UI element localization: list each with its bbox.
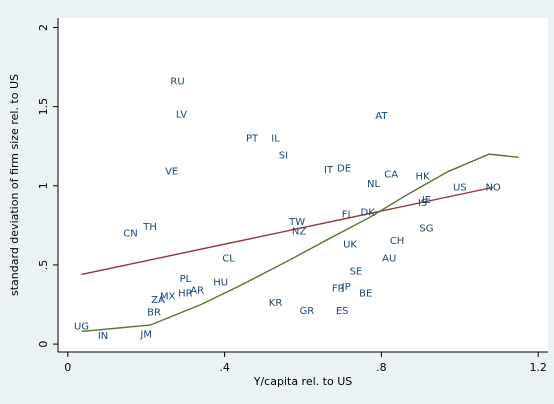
point-label: CL [222, 254, 235, 265]
point-label: JP [341, 282, 351, 293]
point-label: SE [350, 266, 363, 277]
point-label: UK [343, 239, 357, 250]
point-label: JM [139, 330, 152, 341]
point-label: IS [418, 198, 427, 209]
point-label: HK [416, 171, 431, 182]
y-tick-label: 1 [37, 182, 50, 189]
point-label: IN [98, 331, 108, 342]
point-label: DK [361, 208, 376, 219]
point-label: BR [147, 307, 161, 318]
fit-line [81, 153, 519, 333]
x-axis-title: Y/capita rel. to US [253, 375, 352, 388]
point-label: PL [180, 274, 192, 285]
point-label: CN [123, 228, 137, 239]
x-tick-label: .4 [219, 361, 230, 374]
y-tick-label: 1.5 [37, 98, 50, 116]
point-label: AT [375, 111, 388, 122]
point-label: LV [176, 110, 187, 121]
point-label: NZ [292, 227, 306, 238]
point-label: FR [332, 284, 345, 295]
point-label: ES [336, 306, 349, 317]
point-label: CH [390, 236, 405, 247]
point-label: SI [279, 151, 288, 162]
point-label: DE [337, 163, 351, 174]
y-tick-label: 0 [37, 341, 50, 348]
point-label: AR [190, 285, 204, 296]
point-label: HU [213, 277, 228, 288]
point-label: UG [74, 322, 89, 333]
point-label: GR [300, 306, 315, 317]
x-tick-label: 1.2 [529, 361, 547, 374]
fit-line [81, 186, 494, 276]
y-tick-label: .5 [37, 260, 50, 271]
point-label: CA [384, 170, 398, 181]
point-label: BE [359, 288, 372, 299]
point-label: VE [165, 167, 178, 178]
y-tick-label: 2 [37, 24, 50, 31]
x-tick-label: .8 [376, 361, 387, 374]
point-label: NL [367, 179, 380, 190]
point-label: KR [269, 298, 283, 309]
point-label: IL [271, 133, 280, 144]
point-label: FI [342, 209, 351, 220]
point-label: TW [288, 217, 305, 228]
point-label: IE [422, 195, 431, 206]
point-label: SG [419, 224, 433, 235]
point-label: TH [142, 222, 157, 233]
point-label: ZA [151, 295, 165, 306]
plot-area [58, 18, 548, 352]
point-label: RU [170, 76, 184, 87]
point-label: HR [178, 288, 193, 299]
point-label: MX [160, 292, 176, 303]
point-label: US [453, 182, 467, 193]
point-label: AU [382, 254, 396, 265]
point-label: IT [324, 165, 334, 176]
point-label: PT [246, 133, 259, 144]
point-label: NO [485, 182, 500, 193]
x-tick-label: 0 [64, 361, 71, 374]
y-axis-title: standard deviation of firm size rel. to … [8, 74, 21, 296]
